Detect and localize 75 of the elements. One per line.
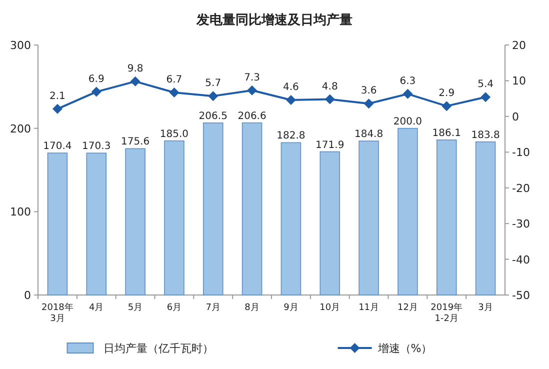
point (52, 104, 62, 114)
point (130, 76, 140, 86)
data-label: 4.8 (322, 81, 338, 92)
data-label: 170.3 (82, 141, 111, 152)
point (364, 98, 374, 109)
y2-tick-label: -30 (512, 218, 530, 231)
bar (47, 152, 68, 296)
y2-tick-label: 10 (512, 74, 526, 88)
legend-label: 日均产量（亿千瓦时） (103, 342, 214, 355)
data-label: 206.6 (238, 110, 266, 122)
x-tick-label: 5月 (128, 303, 143, 313)
x-tick-label: 2019年 1-2月 (430, 302, 463, 324)
data-label: 6.9 (88, 74, 104, 85)
data-label: 206.5 (198, 110, 228, 122)
data-label: 185.0 (160, 128, 189, 140)
data-label: 4.6 (283, 82, 299, 93)
bar (164, 140, 184, 296)
bar (358, 140, 379, 296)
x-tick-label: 4月 (89, 303, 104, 313)
point (169, 88, 180, 98)
bar (398, 128, 418, 296)
point (324, 94, 335, 104)
y-tick-label: 200 (10, 122, 31, 136)
x-tick-label: 11月 (358, 303, 380, 313)
y2-tick-label: -50 (512, 289, 530, 302)
bar (242, 122, 262, 296)
point (208, 91, 218, 102)
data-label: 186.1 (432, 128, 461, 139)
data-label: 175.6 (120, 136, 150, 148)
x-tick-label: 3月 (478, 303, 493, 313)
bar (86, 152, 107, 296)
x-tick-label: 10月 (320, 303, 340, 313)
data-label: 170.4 (43, 141, 72, 152)
data-label: 182.8 (276, 130, 306, 142)
x-tick-label: 2018年 3月 (42, 302, 74, 324)
point (247, 85, 258, 96)
data-label: 3.6 (360, 86, 377, 97)
data-label: 5.7 (205, 78, 222, 90)
data-label: 9.8 (127, 63, 144, 74)
point (286, 95, 296, 105)
data-label: 184.8 (354, 129, 384, 140)
y-tick-label: 300 (10, 39, 31, 52)
x-tick-label: 7月 (206, 303, 220, 313)
bar (436, 140, 457, 296)
y-tick-label: 100 (10, 206, 31, 219)
data-label: 6.3 (400, 76, 416, 87)
data-label: 6.7 (166, 74, 182, 86)
bar (202, 122, 224, 296)
point (442, 101, 452, 112)
data-label: 200.0 (393, 116, 422, 128)
bar (125, 148, 146, 296)
y2-tick-label: -40 (512, 253, 530, 266)
bar (320, 151, 340, 296)
data-label: 7.3 (244, 72, 260, 84)
y2-tick-label: 0 (512, 110, 519, 124)
point (480, 92, 491, 102)
data-label: 171.9 (316, 140, 344, 151)
data-label: 5.4 (478, 79, 494, 90)
bar (280, 142, 302, 296)
x-tick-label: 12月 (397, 303, 418, 313)
bar (475, 141, 496, 296)
legend-label: 增速（%） (376, 342, 432, 355)
y2-tick-label: -10 (512, 146, 530, 160)
y2-tick-label: 20 (512, 39, 526, 52)
x-tick-label: 9月 (284, 303, 298, 313)
data-label: 2.1 (50, 90, 66, 102)
chart-title: 发电量同比增速及日均产量 (196, 12, 352, 28)
y2-tick-label: -20 (512, 182, 530, 195)
point (91, 86, 102, 97)
data-label: 2.9 (438, 88, 455, 100)
x-tick-label: 6月 (166, 303, 182, 313)
x-tick-label: 8月 (244, 303, 260, 313)
point (402, 88, 413, 99)
data-label: 183.8 (471, 130, 500, 141)
y-tick-label: 0 (24, 289, 31, 302)
